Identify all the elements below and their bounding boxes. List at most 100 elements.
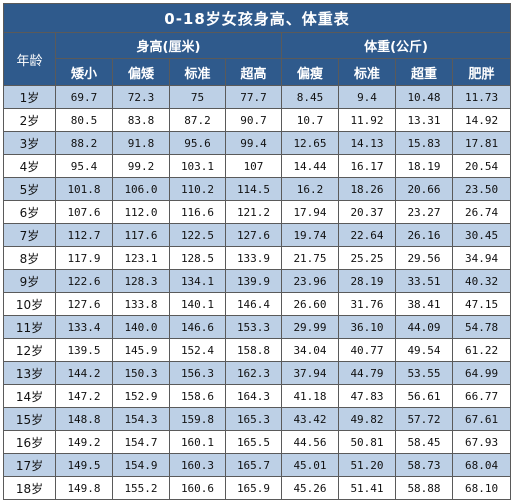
height-value-cell: 122.5 [169,223,226,247]
height-short-header: 矮小 [55,58,113,86]
height-value-cell: 140.0 [112,315,170,339]
weight-value-cell: 51.41 [338,476,396,500]
height-value-cell: 77.7 [225,85,282,109]
table-row: 17岁 149.5 154.9 160.3 165.7 45.01 51.20 58.73 68… [3,453,512,477]
height-value-cell: 160.3 [169,453,226,477]
height-value-cell: 69.7 [55,85,113,109]
weight-value-cell: 44.09 [395,315,453,339]
height-value-cell: 117.9 [55,246,113,270]
height-value-cell: 153.3 [225,315,282,339]
weight-value-cell: 11.73 [451,85,512,109]
weight-value-cell: 22.64 [338,223,396,247]
height-value-cell: 103.1 [169,154,226,178]
height-value-cell: 160.6 [169,476,226,500]
weight-value-cell: 13.31 [395,108,453,132]
height-value-cell: 152.9 [112,384,170,408]
weight-overweight-header: 超重 [395,58,453,86]
weight-value-cell: 40.77 [338,338,396,362]
age-cell: 10岁 [3,292,56,316]
table-row: 10岁 127.6 133.8 140.1 146.4 26.60 31.76 38.41 47… [3,292,512,316]
weight-value-cell: 34.94 [451,246,512,270]
height-value-cell: 107 [225,154,282,178]
height-value-cell: 114.5 [225,177,282,201]
weight-value-cell: 21.75 [281,246,339,270]
height-value-cell: 121.2 [225,200,282,224]
weight-value-cell: 14.92 [451,108,512,132]
weight-value-cell: 16.17 [338,154,396,178]
weight-value-cell: 23.96 [281,269,339,293]
height-value-cell: 158.8 [225,338,282,362]
weight-value-cell: 20.66 [395,177,453,201]
weight-value-cell: 44.79 [338,361,396,385]
table-body: 1岁 69.7 72.3 75 77.7 8.45 9.4 10.48 11.73 2岁 80.5 8… [3,85,512,500]
weight-value-cell: 56.61 [395,384,453,408]
height-value-cell: 99.2 [112,154,170,178]
height-value-cell: 107.6 [55,200,113,224]
height-value-cell: 154.3 [112,407,170,431]
weight-value-cell: 23.50 [451,177,512,201]
height-value-cell: 128.5 [169,246,226,270]
weight-value-cell: 53.55 [395,361,453,385]
age-cell: 2岁 [3,108,56,132]
weight-value-cell: 30.45 [451,223,512,247]
age-cell: 1岁 [3,85,56,109]
weight-value-cell: 26.16 [395,223,453,247]
table-title: 0-18岁女孩身高、体重表 [2,3,512,33]
weight-value-cell: 50.81 [338,430,396,454]
height-value-cell: 155.2 [112,476,170,500]
height-value-cell: 123.1 [112,246,170,270]
weight-value-cell: 64.99 [451,361,512,385]
table-row: 14岁 147.2 152.9 158.6 164.3 41.18 47.83 56.61 66… [3,384,512,408]
height-value-cell: 149.2 [55,430,113,454]
height-value-cell: 159.8 [169,407,226,431]
height-value-cell: 72.3 [112,85,170,109]
height-value-cell: 83.8 [112,108,170,132]
weight-value-cell: 49.54 [395,338,453,362]
height-value-cell: 140.1 [169,292,226,316]
table-row: 12岁 139.5 145.9 152.4 158.8 34.04 40.77 49.54 61… [3,338,512,362]
height-value-cell: 106.0 [112,177,170,201]
weight-value-cell: 68.10 [451,476,512,500]
weight-value-cell: 8.45 [281,85,339,109]
weight-value-cell: 17.81 [451,131,512,155]
weight-value-cell: 29.56 [395,246,453,270]
weight-value-cell: 20.54 [451,154,512,178]
table-row: 15岁 148.8 154.3 159.8 165.3 43.42 49.82 57.72 67… [3,407,512,431]
girls-height-weight-table: 0-18岁女孩身高、体重表 年龄 身高(厘米) 体重(公斤) 矮小 偏矮 标准 … [2,3,512,500]
weight-value-cell: 44.56 [281,430,339,454]
table-row: 4岁 95.4 99.2 103.1 107 14.44 16.17 18.19 20.54 [3,154,512,178]
age-cell: 16岁 [3,430,56,454]
height-standard-header: 标准 [169,58,226,86]
height-value-cell: 152.4 [169,338,226,362]
table-row: 13岁 144.2 150.3 156.3 162.3 37.94 44.79 53.55 64… [3,361,512,385]
height-value-cell: 139.9 [225,269,282,293]
height-below-avg-header: 偏矮 [112,58,170,86]
weight-value-cell: 57.72 [395,407,453,431]
weight-value-cell: 20.37 [338,200,396,224]
height-value-cell: 156.3 [169,361,226,385]
height-value-cell: 95.6 [169,131,226,155]
weight-value-cell: 58.88 [395,476,453,500]
table-row: 1岁 69.7 72.3 75 77.7 8.45 9.4 10.48 11.73 [3,85,512,109]
height-value-cell: 150.3 [112,361,170,385]
weight-value-cell: 16.2 [281,177,339,201]
weight-value-cell: 18.19 [395,154,453,178]
age-column-header: 年龄 [3,32,56,86]
weight-value-cell: 23.27 [395,200,453,224]
table-row: 16岁 149.2 154.7 160.1 165.5 44.56 50.81 58.45 67… [3,430,512,454]
height-value-cell: 146.6 [169,315,226,339]
height-value-cell: 154.9 [112,453,170,477]
height-group-header: 身高(厘米) [55,32,282,59]
height-value-cell: 134.1 [169,269,226,293]
weight-value-cell: 47.15 [451,292,512,316]
weight-value-cell: 9.4 [338,85,396,109]
height-value-cell: 145.9 [112,338,170,362]
weight-value-cell: 14.44 [281,154,339,178]
age-cell: 18岁 [3,476,56,500]
height-value-cell: 112.7 [55,223,113,247]
height-value-cell: 128.3 [112,269,170,293]
weight-value-cell: 49.82 [338,407,396,431]
weight-value-cell: 15.83 [395,131,453,155]
age-cell: 17岁 [3,453,56,477]
height-value-cell: 127.6 [225,223,282,247]
